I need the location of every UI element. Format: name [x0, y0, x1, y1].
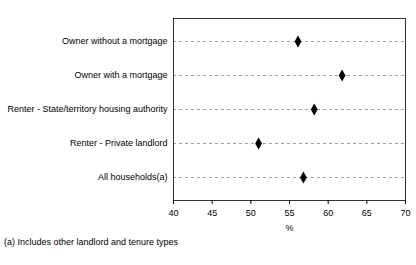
svg-text:50: 50 [246, 208, 256, 218]
svg-text:40: 40 [168, 208, 178, 218]
svg-text:60: 60 [323, 208, 333, 218]
svg-text:%: % [285, 223, 293, 233]
svg-text:Renter - State/territory housi: Renter - State/territory housing authori… [7, 104, 168, 114]
svg-text:65: 65 [362, 208, 372, 218]
svg-text:All households(a): All households(a) [98, 172, 168, 182]
html-text:(a) Includes other landlord an: (a) Includes other landlord and tenure t… [4, 237, 179, 247]
svg-text:Renter - Private landlord: Renter - Private landlord [70, 138, 168, 148]
svg-text:45: 45 [207, 208, 217, 218]
svg-text:70: 70 [400, 208, 410, 218]
svg-text:55: 55 [284, 208, 294, 218]
svg-text:Owner with a mortgage: Owner with a mortgage [74, 70, 167, 80]
svg-text:Owner without a mortgage: Owner without a mortgage [62, 36, 168, 46]
